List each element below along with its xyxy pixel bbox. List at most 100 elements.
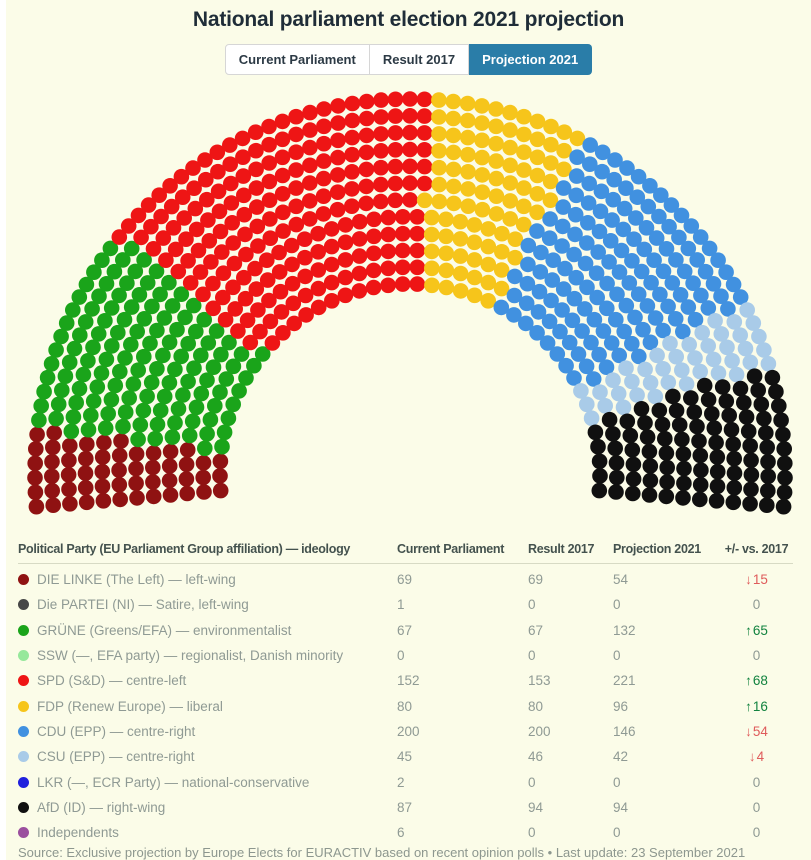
seat-dot — [214, 244, 230, 260]
seat-dot — [27, 484, 44, 501]
seat-dot — [387, 175, 404, 192]
seat-dot — [520, 256, 536, 273]
seat-dot — [65, 302, 81, 318]
seat-dot — [112, 363, 128, 380]
seat-dot — [247, 260, 263, 277]
seat-dot — [285, 295, 302, 312]
seat-dot — [480, 256, 497, 273]
seat-dot — [597, 398, 613, 414]
seat-dot — [615, 399, 632, 416]
seat-dot — [324, 293, 340, 309]
seat-dot — [541, 230, 558, 246]
seat-dot — [676, 460, 692, 477]
party-label: Die PARTEI (NI) — Satire, left-wing — [37, 597, 249, 613]
seat-dot — [210, 183, 227, 200]
seat-dot — [366, 245, 382, 262]
seat-dot — [373, 126, 389, 142]
seat-dot — [145, 241, 162, 257]
seat-dot — [704, 406, 720, 422]
seat-dot — [599, 300, 615, 317]
seat-dot — [613, 242, 630, 259]
seat-dot — [315, 206, 332, 222]
seat-dot — [474, 115, 490, 131]
seat-dot — [223, 175, 239, 192]
seat-dot — [529, 186, 546, 202]
seat-dot — [409, 225, 426, 242]
seat-dot — [608, 311, 624, 328]
seat-dot — [28, 498, 45, 515]
seat-dot — [402, 108, 418, 124]
tab-result-2017[interactable]: Result 2017 — [369, 44, 470, 75]
seat-dot — [658, 488, 675, 505]
seat-dot — [531, 283, 548, 300]
seat-dot — [48, 342, 64, 358]
seat-dot — [647, 388, 664, 405]
seat-dot — [246, 357, 262, 374]
seat-dot — [601, 254, 617, 270]
seat-dot — [608, 484, 624, 500]
party-label: CDU (EPP) — centre-right — [37, 723, 196, 739]
seat-dot — [697, 263, 714, 280]
seat-dot — [247, 124, 264, 140]
seat-dot — [358, 110, 375, 127]
seats-result-2017: 0 — [528, 825, 536, 841]
seat-dot — [736, 394, 752, 411]
seat-dot — [162, 487, 179, 503]
seat-dot — [555, 199, 571, 215]
seat-dot — [298, 307, 314, 323]
seat-dot — [759, 497, 775, 513]
seat-dot — [661, 218, 677, 235]
seat-dot — [169, 321, 185, 338]
projection-widget: National parliament election 2021 projec… — [6, 0, 811, 860]
seat-dot — [274, 186, 291, 202]
change-value: 54 — [752, 723, 768, 739]
seat-dot — [179, 442, 196, 458]
seat-dot — [84, 301, 100, 317]
seat-dot — [657, 430, 673, 447]
seat-dot — [380, 277, 396, 294]
seat-dot — [539, 335, 556, 351]
seat-dot — [275, 223, 291, 239]
seat-dot — [188, 399, 205, 416]
seat-dot — [640, 198, 657, 215]
seat-dot — [316, 118, 332, 135]
party-color-dot — [18, 776, 29, 788]
seats-projection-2021: 0 — [613, 825, 621, 841]
seat-dot — [106, 263, 123, 280]
seats-projection-2021: 132 — [613, 622, 636, 638]
seat-dot — [564, 312, 581, 329]
seat-dot — [446, 195, 462, 212]
seat-dot — [71, 380, 88, 397]
seat-dot — [143, 218, 159, 235]
col-header-party: Political Party (EU Parliament Group aff… — [18, 541, 351, 556]
seat-dot — [373, 92, 389, 108]
change-value: 16 — [752, 698, 768, 714]
seat-dot — [594, 163, 610, 180]
seats-projection-2021: 0 — [613, 648, 621, 664]
seats-projection-2021: 0 — [613, 774, 621, 790]
seat-dot — [710, 252, 726, 268]
seat-dot — [409, 209, 426, 225]
table-row: SSW (—, EFA party) — regionalist, Danish… — [6, 643, 811, 668]
seat-dot — [190, 242, 207, 259]
seat-dot — [516, 126, 532, 143]
seat-dot — [723, 421, 740, 438]
seats-current-parliament: 67 — [397, 622, 413, 638]
seat-dot — [155, 347, 171, 364]
seat-dot — [178, 456, 195, 473]
seat-dot — [182, 275, 199, 291]
seat-dot — [568, 187, 584, 204]
tab-projection-2021[interactable]: Projection 2021 — [469, 44, 593, 75]
seat-dot — [705, 351, 722, 368]
party-label: FDP (Renew Europe) — liberal — [37, 698, 223, 714]
page-title: National parliament election 2021 projec… — [192, 8, 625, 31]
party-color-dot — [18, 700, 29, 712]
tab-current-parliament[interactable]: Current Parliament — [224, 44, 370, 75]
seats-current-parliament: 200 — [397, 723, 420, 739]
table-header-row: Political Party (EU Parliament Group aff… — [6, 536, 811, 561]
seat-dot — [642, 178, 658, 194]
table-row: CDU (EPP) — centre-right 200 200 146 ↓54 — [6, 719, 811, 744]
seat-dot — [681, 336, 697, 353]
seat-dot — [607, 440, 623, 457]
seat-dot — [148, 263, 165, 280]
